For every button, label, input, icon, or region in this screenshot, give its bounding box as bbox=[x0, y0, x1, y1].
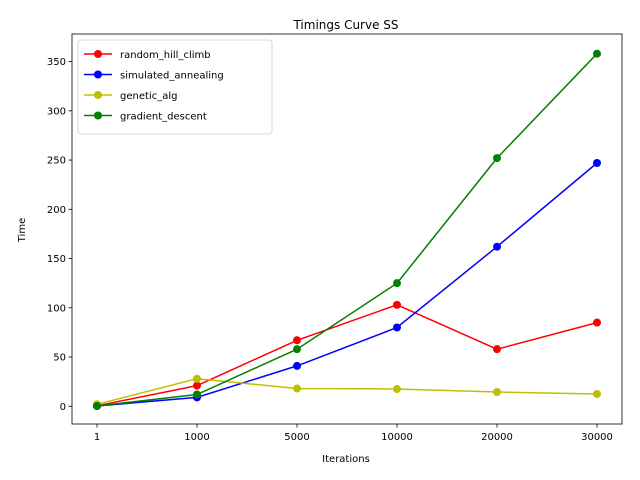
x-tick-label: 20000 bbox=[481, 432, 513, 443]
data-point bbox=[393, 279, 401, 288]
data-point bbox=[593, 389, 601, 398]
data-point bbox=[393, 300, 401, 309]
data-point bbox=[193, 374, 201, 383]
y-tick-label: 250 bbox=[47, 156, 66, 167]
legend-item: simulated_annealing bbox=[84, 70, 224, 82]
y-axis-label: Time bbox=[17, 218, 28, 243]
y-tick-label: 100 bbox=[47, 303, 66, 314]
data-point bbox=[493, 242, 501, 251]
y-axis-ticks: 0 50 100 150 200 250 300 350 bbox=[47, 57, 72, 413]
legend-marker bbox=[94, 91, 102, 99]
data-point bbox=[393, 385, 401, 394]
series-genetic_alg bbox=[93, 374, 601, 409]
legend-item: random_hill_climb bbox=[84, 50, 211, 61]
series-line bbox=[96, 53, 598, 407]
y-tick-label: 300 bbox=[47, 106, 66, 117]
legend: random_hill_climb simulated_annealinggene… bbox=[77, 39, 273, 135]
legend-item: genetic_alg bbox=[84, 91, 177, 102]
x-axis-ticks: 1 1000 5000 10000 20000 30000 bbox=[94, 424, 613, 443]
series-layer bbox=[93, 49, 601, 410]
legend-frame bbox=[77, 39, 273, 135]
legend-marker bbox=[94, 111, 102, 120]
y-tick-label: 350 bbox=[47, 57, 66, 68]
x-axis-label: Iterations bbox=[322, 454, 370, 465]
data-point bbox=[93, 401, 101, 410]
data-point bbox=[293, 384, 301, 393]
y-tick-label: 200 bbox=[47, 205, 66, 216]
series-gradient_descent bbox=[93, 49, 601, 410]
data-point bbox=[593, 159, 601, 168]
data-point bbox=[593, 49, 601, 58]
legend-label: gradient_descent bbox=[120, 112, 207, 123]
series-line bbox=[96, 377, 598, 406]
chart-title: Timings Curve SS bbox=[292, 18, 398, 32]
series-line bbox=[96, 303, 598, 407]
x-tick-label: 1 bbox=[94, 432, 100, 443]
y-tick-label: 50 bbox=[53, 353, 66, 364]
series-simulated_annealing bbox=[93, 159, 601, 410]
legend-label: simulated_annealing bbox=[120, 71, 224, 82]
legend-label: random_hill_climb bbox=[120, 50, 211, 61]
x-tick-label: 5000 bbox=[284, 432, 309, 443]
y-tick-label: 0 bbox=[60, 402, 66, 413]
data-point bbox=[193, 390, 201, 399]
legend-item: gradient_descent bbox=[84, 111, 207, 123]
series-line bbox=[96, 162, 598, 407]
data-point bbox=[193, 381, 201, 390]
legend-marker bbox=[94, 50, 102, 58]
y-tick-label: 150 bbox=[47, 254, 66, 265]
data-point bbox=[593, 318, 601, 327]
data-point bbox=[493, 345, 501, 354]
x-tick-label: 10000 bbox=[381, 432, 413, 443]
data-point bbox=[493, 387, 501, 396]
data-point bbox=[493, 154, 501, 163]
data-point bbox=[293, 336, 301, 345]
axes-frame bbox=[71, 33, 623, 425]
x-tick-label: 30000 bbox=[581, 432, 613, 443]
plot-area bbox=[71, 33, 623, 425]
legend-label: genetic_alg bbox=[120, 91, 177, 102]
data-point bbox=[293, 361, 301, 370]
x-tick-label: 1000 bbox=[184, 432, 209, 443]
data-point bbox=[393, 323, 401, 332]
legend-marker bbox=[94, 70, 102, 79]
series-random_hill_climb bbox=[93, 300, 601, 410]
data-point bbox=[293, 345, 301, 354]
